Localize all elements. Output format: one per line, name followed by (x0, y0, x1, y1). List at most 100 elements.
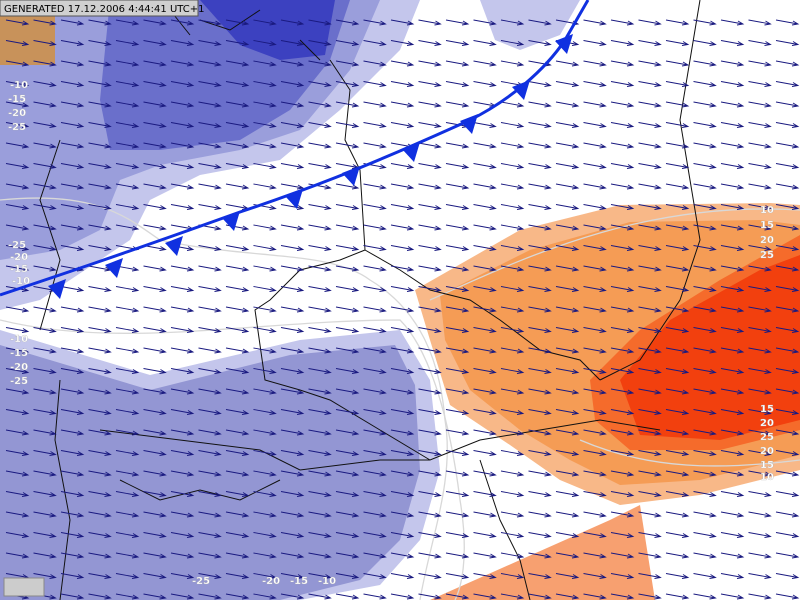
wind-arrow (88, 327, 112, 333)
wind-arrow (225, 163, 250, 169)
wind-arrow (500, 491, 525, 497)
wind-arrow (308, 265, 332, 272)
wind-arrow (555, 101, 580, 108)
wind-arrow (253, 511, 277, 518)
wind-arrow (308, 40, 332, 46)
wind-arrow (33, 552, 57, 559)
wind-arrow (720, 347, 745, 354)
wind-arrow (665, 511, 690, 518)
wind-arrow (638, 470, 662, 477)
wind-arrow (33, 183, 57, 190)
wind-arrow (473, 122, 497, 128)
wind-arrow (720, 163, 745, 169)
wind-arrow (665, 306, 690, 313)
wind-arrow (5, 122, 30, 128)
wind-arrow (775, 429, 800, 436)
wind-arrow (528, 224, 552, 231)
wind-arrow (473, 532, 497, 538)
contour-label: -25 (8, 122, 26, 133)
wind-arrow (775, 306, 800, 313)
wind-arrow (335, 183, 360, 190)
wind-arrow (748, 204, 772, 210)
wind-arrow (693, 101, 717, 108)
wind-arrow (308, 388, 332, 395)
wind-arrow (775, 347, 800, 354)
wind-arrow (5, 532, 30, 538)
wind-arrow (280, 19, 305, 26)
wind-arrow (335, 552, 360, 559)
wind-arrow (445, 491, 470, 497)
wind-arrow (418, 450, 442, 456)
wind-arrow (143, 122, 167, 128)
wind-arrow (555, 327, 580, 333)
wind-arrow (418, 245, 442, 251)
wind-arrow (665, 327, 690, 333)
wind-arrow (418, 183, 442, 190)
wind-arrow (88, 409, 112, 415)
wind-arrow (115, 470, 140, 477)
wind-arrow (748, 286, 772, 292)
wind-arrow (335, 573, 360, 579)
wind-arrow (170, 142, 195, 149)
wind-arrow (775, 470, 800, 477)
wind-arrow (390, 532, 415, 538)
wind-arrow (555, 163, 580, 169)
wind-arrow (308, 163, 332, 169)
wind-arrow (198, 388, 222, 395)
wind-arrow (555, 306, 580, 313)
wind-arrow (693, 286, 717, 292)
wind-arrow (88, 573, 112, 579)
wind-arrow (693, 306, 717, 313)
wind-arrow (665, 122, 690, 128)
contour-label: 15 (760, 404, 774, 415)
wind-arrow (528, 327, 552, 333)
wind-arrow (445, 552, 470, 559)
wind-arrow (88, 142, 112, 149)
wind-arrow (610, 163, 635, 169)
wind-arrow (33, 122, 57, 128)
wind-arrow (693, 532, 717, 538)
wind-arrow (308, 81, 332, 87)
wind-arrow (445, 470, 470, 477)
wind-arrow (280, 593, 305, 600)
wind-arrow (60, 142, 85, 149)
wind-arrow (720, 306, 745, 313)
wind-arrow (583, 286, 607, 292)
wind-arrow (225, 265, 250, 272)
wind-arrow (638, 286, 662, 292)
wind-arrow (253, 286, 277, 292)
wind-arrow (638, 122, 662, 128)
wind-arrow (390, 327, 415, 333)
wind-arrow (390, 183, 415, 190)
wind-arrow (198, 573, 222, 579)
wind-arrow (88, 306, 112, 313)
wind-arrow (720, 573, 745, 579)
wind-arrow (143, 368, 167, 374)
contour-label: -20 (10, 362, 28, 373)
wind-arrow (583, 306, 607, 313)
wind-arrow (335, 122, 360, 128)
wind-arrow (308, 347, 332, 354)
wind-arrow (748, 122, 772, 128)
wind-arrow (60, 552, 85, 559)
wind-arrow (583, 511, 607, 518)
wind-arrow (60, 60, 85, 67)
wind-arrow (88, 101, 112, 108)
wind-arrow (170, 573, 195, 579)
wind-arrow (610, 204, 635, 210)
wind-arrow (170, 327, 195, 333)
wind-arrow (500, 101, 525, 108)
wind-arrow (665, 573, 690, 579)
wind-arrow (473, 327, 497, 333)
wind-arrow (445, 101, 470, 108)
wind-arrow (363, 450, 387, 456)
wind-arrow (88, 204, 112, 210)
wind-arrow (418, 81, 442, 87)
contour-labels: -10-15-20-25-25-20-15-10-10-15-20-251015… (8, 80, 774, 587)
wind-arrow (473, 19, 497, 26)
header-box (0, 0, 199, 17)
contour-label: -25 (192, 576, 210, 587)
wind-arrow (280, 429, 305, 436)
wind-arrow (308, 60, 332, 67)
wind-arrow (115, 224, 140, 231)
